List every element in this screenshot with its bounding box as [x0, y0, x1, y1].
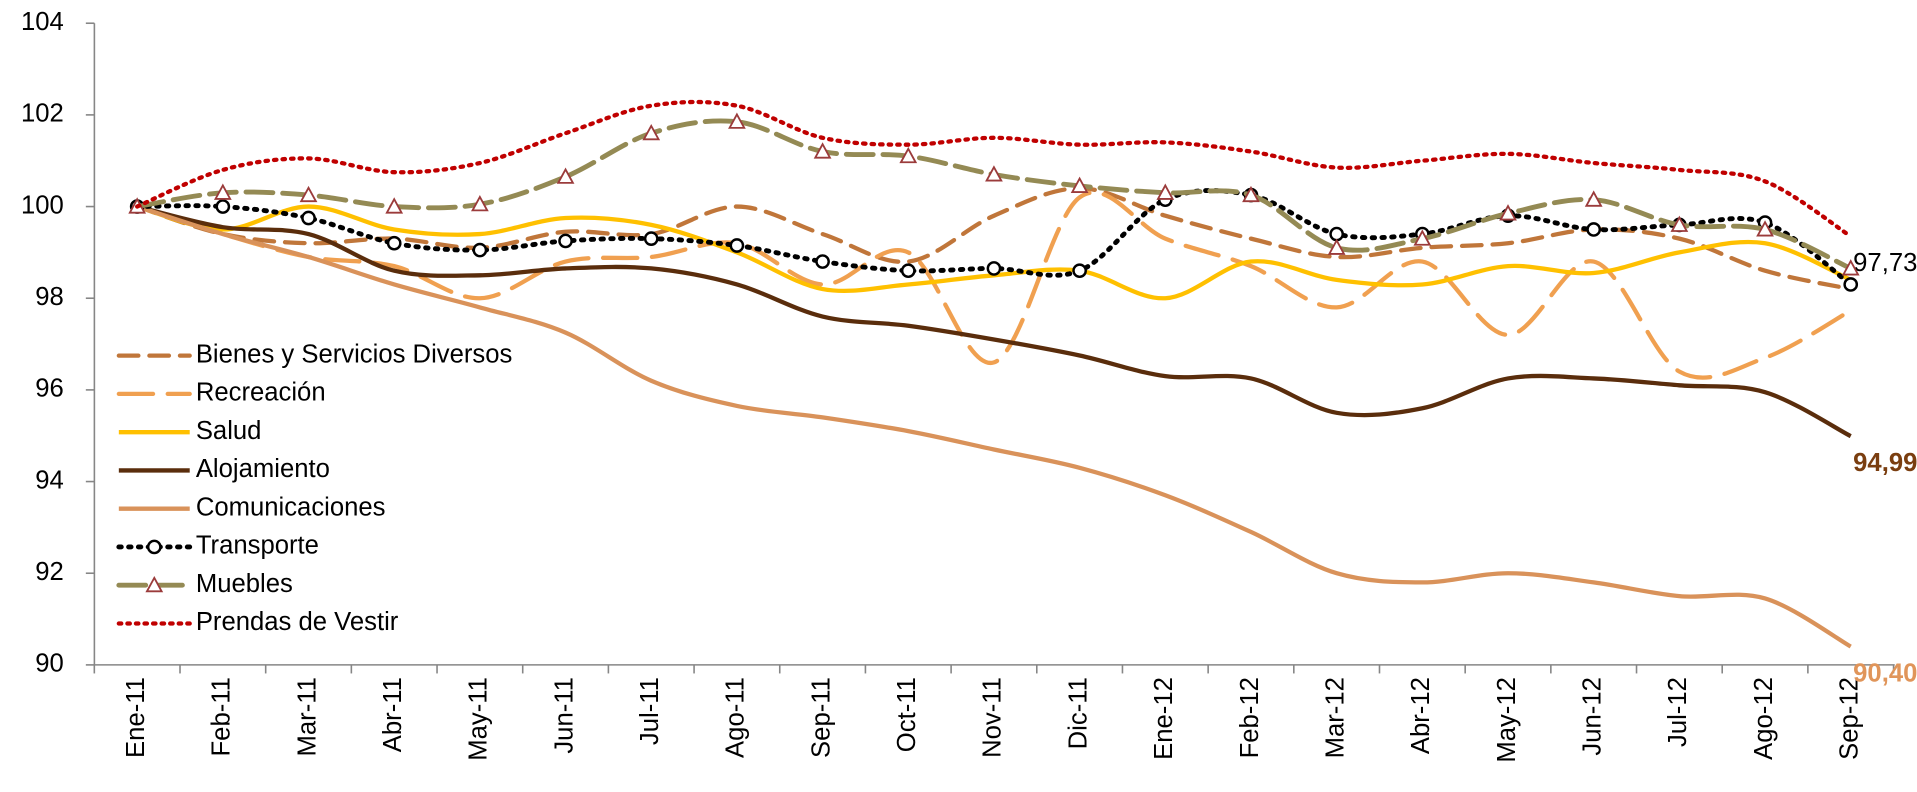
marker — [643, 231, 659, 246]
legend-label: Bienes y Servicios Diversos — [196, 340, 513, 368]
series — [128, 112, 1860, 276]
marker — [1327, 238, 1346, 255]
marker — [899, 146, 918, 164]
series: 94,99 — [136, 204, 1917, 477]
marker — [1242, 185, 1260, 203]
marker — [985, 165, 1003, 182]
series — [135, 99, 1853, 239]
series-line — [136, 204, 1852, 649]
legend-label: Salud — [196, 417, 262, 445]
marker — [299, 185, 318, 203]
data-label: 94,99 — [1853, 449, 1917, 477]
y-tick-label: 104 — [21, 8, 64, 36]
x-tick-label: Sep-12 — [1836, 677, 1864, 760]
x-tick-label: May-12 — [1493, 677, 1521, 763]
marker — [986, 261, 1002, 276]
x-tick-label: May-11 — [465, 677, 493, 761]
marker — [385, 197, 404, 214]
x-tick-label: Feb-12 — [1236, 677, 1264, 758]
y-tick-label: 98 — [35, 283, 64, 311]
x-tick-label: Jun-11 — [550, 677, 578, 754]
marker — [1329, 226, 1344, 242]
series: 97,73 — [135, 190, 1917, 380]
marker — [1756, 220, 1774, 237]
series-line — [135, 190, 1853, 380]
series: 90,40 — [136, 204, 1917, 687]
legend: Bienes y Servicios Diversos Recreación Sal… — [116, 340, 513, 636]
y-tick-label: 96 — [35, 375, 64, 403]
y-tick-label: 94 — [35, 466, 64, 494]
marker — [145, 575, 164, 593]
marker — [728, 112, 746, 129]
series-line — [135, 99, 1853, 239]
x-tick-label: Dic-11 — [1064, 677, 1092, 749]
marker — [213, 183, 232, 200]
marker — [558, 233, 573, 249]
legend-label: Muebles — [196, 570, 293, 598]
x-tick-label: Mar-11 — [293, 677, 321, 756]
marker — [1499, 204, 1517, 221]
legend-label: Prendas de Vestir — [196, 608, 399, 636]
legend-label: Alojamiento — [196, 455, 330, 483]
x-tick-label: Nov-11 — [979, 677, 1007, 758]
marker — [146, 539, 162, 555]
legend-label: Transporte — [196, 532, 319, 560]
x-tick-label: Abr-12 — [1407, 677, 1435, 754]
data-label: 90,40 — [1853, 659, 1917, 687]
marker — [301, 210, 316, 226]
marker — [900, 263, 916, 279]
series — [135, 186, 1853, 292]
marker — [386, 235, 402, 251]
marker — [729, 238, 745, 253]
x-tick-label: Jun-12 — [1578, 677, 1606, 755]
x-tick-label: Ene-12 — [1150, 677, 1178, 760]
marker — [471, 195, 489, 212]
legend-label: Recreación — [196, 379, 326, 407]
x-tick-label: Sep-11 — [807, 677, 835, 758]
series-line — [136, 204, 1852, 439]
marker — [813, 142, 832, 159]
x-tick-label: Mar-12 — [1321, 677, 1349, 758]
marker — [215, 199, 231, 214]
y-tick-label: 100 — [21, 191, 64, 219]
x-tick-label: Abr-11 — [379, 677, 407, 752]
marker — [1070, 176, 1089, 193]
x-tick-label: Jul-12 — [1664, 677, 1692, 747]
marker — [556, 167, 575, 184]
marker — [472, 242, 488, 258]
x-tick-label: Ene-11 — [122, 677, 150, 758]
marker — [1670, 215, 1689, 232]
marker — [642, 123, 661, 141]
x-tick-label: Ago-11 — [722, 677, 750, 758]
x-tick-label: Oct-11 — [893, 677, 921, 752]
y-tick-label: 90 — [35, 650, 64, 678]
x-tick-label: Jul-11 — [636, 677, 664, 745]
marker — [1072, 263, 1087, 279]
x-tick-label: Feb-11 — [208, 677, 236, 756]
x-tick-label: Ago-12 — [1750, 677, 1778, 760]
marker — [1843, 277, 1859, 292]
marker — [1841, 259, 1860, 276]
marker — [1156, 183, 1175, 200]
marker — [1413, 229, 1432, 246]
legend-label: Comunicaciones — [196, 493, 386, 521]
marker — [815, 254, 830, 269]
marker — [1584, 190, 1603, 207]
series-line — [135, 186, 1853, 292]
y-tick-label: 102 — [21, 100, 64, 128]
data-label: 97,73 — [1853, 249, 1917, 277]
marker — [1586, 222, 1602, 237]
y-tick-label: 92 — [35, 558, 64, 586]
